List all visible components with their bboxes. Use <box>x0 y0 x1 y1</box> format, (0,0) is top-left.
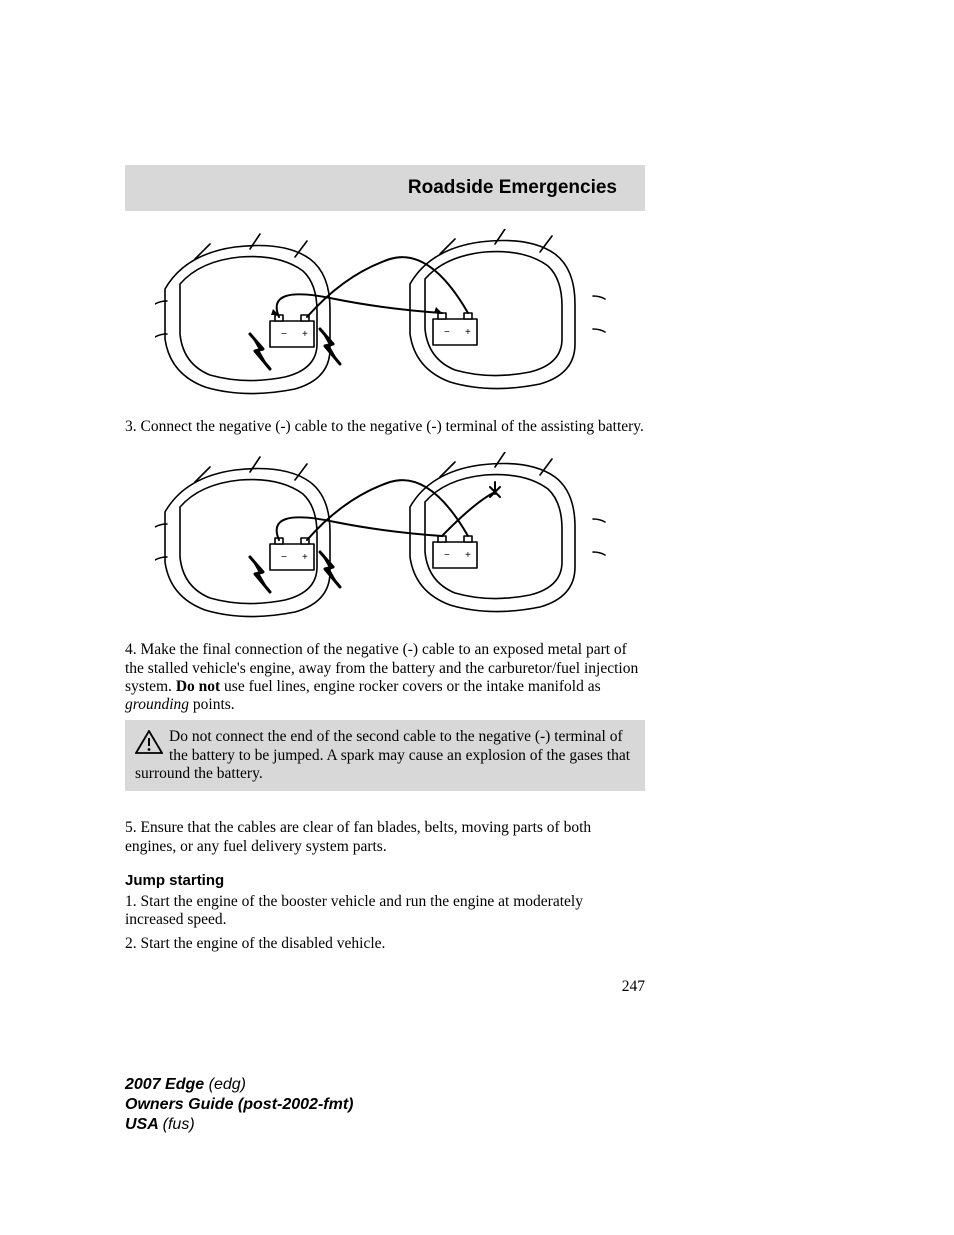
step-3-text: 3. Connect the negative (-) cable to the… <box>125 418 645 436</box>
svg-text:−: − <box>281 329 287 340</box>
jumpstart-step-2: 2. Start the engine of the disabled vehi… <box>125 935 645 953</box>
svg-text:−: − <box>444 550 450 561</box>
warning-triangle-icon <box>135 730 163 754</box>
footer-model: 2007 Edge <box>125 1076 209 1093</box>
svg-text:+: + <box>465 550 471 561</box>
svg-text:−: − <box>281 552 287 563</box>
warning-callout: Do not connect the end of the second cab… <box>125 720 645 791</box>
jumpstart-diagram-step4: − + − + <box>155 452 615 627</box>
jumpstart-diagram-step3: − + − + <box>155 229 615 404</box>
section-header-bar: Roadside Emergencies <box>125 165 645 211</box>
step-4-text: 4. Make the final connection of the nega… <box>125 641 645 714</box>
step-5-text: 5. Ensure that the cables are clear of f… <box>125 819 645 856</box>
warning-text: Do not connect the end of the second cab… <box>135 728 630 782</box>
footer-model-code: (edg) <box>209 1076 246 1093</box>
footer-line-2: Owners Guide (post-2002-fmt) <box>125 1095 353 1115</box>
page-content: Roadside Emergencies − + − <box>125 165 645 996</box>
footer-line-3: USA (fus) <box>125 1115 353 1135</box>
step-4-mid: use fuel lines, engine rocker covers or … <box>220 678 600 695</box>
section-title: Roadside Emergencies <box>408 177 617 199</box>
jumpstart-step-1: 1. Start the engine of the booster vehic… <box>125 893 645 930</box>
step-4-post: points. <box>189 696 235 713</box>
step-4-italic: grounding <box>125 696 189 713</box>
document-footer: 2007 Edge (edg) Owners Guide (post-2002-… <box>125 1075 353 1135</box>
footer-region: USA <box>125 1116 163 1133</box>
footer-line-1: 2007 Edge (edg) <box>125 1075 353 1095</box>
svg-text:+: + <box>302 552 308 563</box>
footer-region-code: (fus) <box>163 1116 195 1133</box>
jump-starting-heading: Jump starting <box>125 872 645 889</box>
step-4-bold: Do not <box>176 678 220 695</box>
svg-text:+: + <box>465 327 471 338</box>
svg-text:−: − <box>444 327 450 338</box>
page-number: 247 <box>125 978 645 996</box>
svg-text:+: + <box>302 329 308 340</box>
